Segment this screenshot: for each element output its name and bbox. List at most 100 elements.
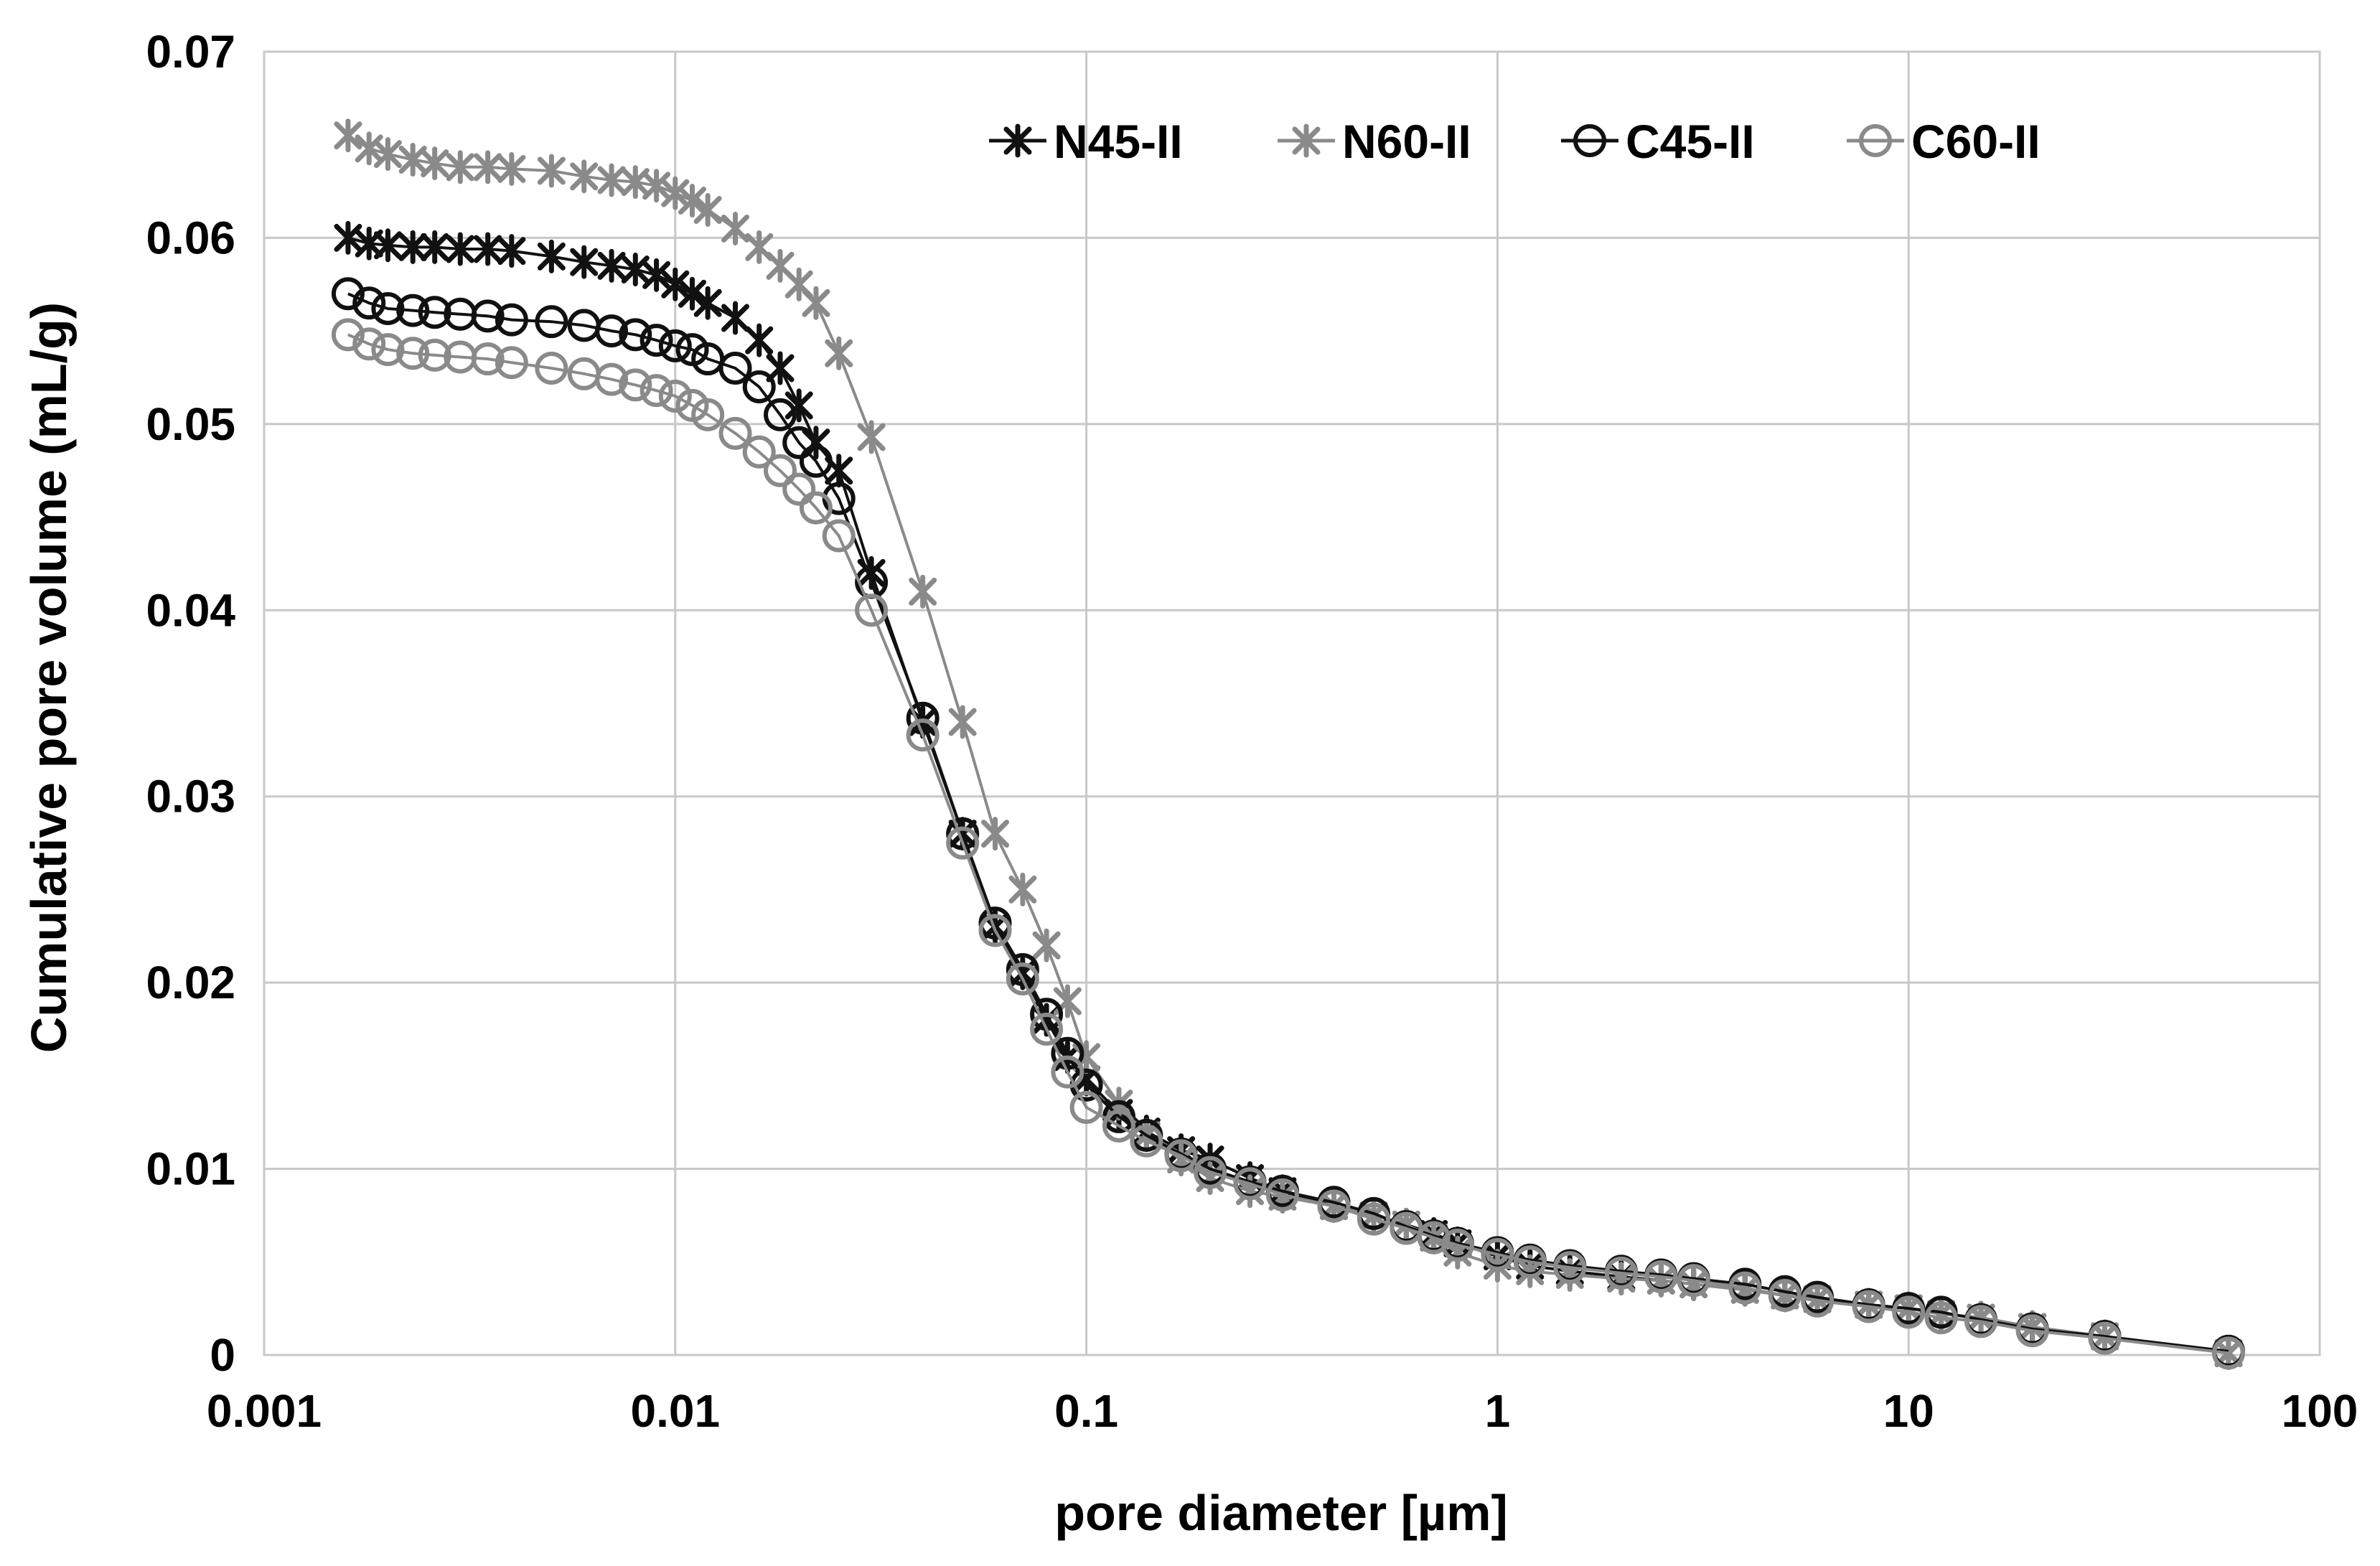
data-point-c45-ii [619,318,652,352]
data-point-c60-ii [1892,1295,1926,1329]
data-point-n45-ii [721,301,749,335]
y-tick-label: 0.03 [146,771,235,822]
data-point-c60-ii [1317,1189,1351,1223]
data-point-c60-ii [1051,1055,1084,1089]
data-point-c60-ii [1644,1260,1678,1294]
data-point-n45-ii [373,228,402,263]
data-point-c60-ii [1030,1013,1064,1046]
data-point-c60-ii [471,342,505,376]
data-point-c60-ii [2211,1336,2245,1370]
data-point-n60-ii [474,150,502,184]
data-point-c60-ii [718,416,752,450]
data-point-n60-ii [981,817,1010,851]
legend-item-n60-ii: N60-II [1278,115,1471,168]
data-point-c60-ii [1728,1271,1762,1305]
data-point-n60-ii [693,193,722,228]
data-point-n45-ii [597,248,626,283]
data-point-n60-ii [421,146,449,181]
data-point-n45-ii [621,253,650,287]
data-point-c60-ii [946,826,980,860]
data-point-n60-ii [1032,928,1061,962]
data-point-c60-ii [1357,1202,1390,1236]
data-point-c60-ii [978,914,1012,947]
data-point-c60-ii [371,333,405,367]
series-n60-ii [334,118,2243,1370]
data-point-c60-ii [1604,1256,1638,1290]
data-point-c60-ii [396,337,430,370]
x-tick-label: 1 [1485,1385,1511,1437]
data-point-n45-ii [661,267,690,301]
legend-item-c60-ii: C60-II [1847,115,2041,168]
data-point-c60-ii [418,338,451,372]
data-point-c60-ii [619,368,652,402]
data-point-c60-ii [764,454,797,487]
data-point-n60-ii [373,137,402,172]
data-point-c60-ii [1102,1109,1135,1143]
series-layer [331,118,2245,1370]
data-point-c45-ii [658,329,692,362]
data-point-c60-ii [1265,1178,1299,1211]
data-point-c60-ii [1440,1228,1474,1262]
data-point-n45-ii [334,220,362,255]
legend-label-c60-ii: C60-II [1911,115,2041,168]
data-point-n45-ii [745,323,774,357]
data-point-c45-ii [495,303,528,337]
series-line-c45-ii [347,292,2229,1353]
x-tick-label: 0.01 [631,1385,721,1437]
data-point-c60-ii [855,594,889,627]
legend-marker-n60-ii [1292,123,1321,158]
series-line-c60-ii [347,333,2229,1355]
x-axis-title: pore diameter [µm] [1054,1485,1508,1541]
data-point-c45-ii [639,324,673,357]
x-tick-labels: 0.001 0.01 0.1 1 10 100 [207,1385,2358,1437]
data-point-n60-ii [446,150,474,184]
legend-item-c45-ii: C45-II [1561,115,1755,168]
data-point-n60-ii [497,151,526,186]
data-point-n45-ii [766,351,795,385]
legend: N45-II N60-II C45-II C60-II [989,115,2041,168]
data-point-c60-ii [2015,1314,2049,1348]
data-point-n60-ii [802,286,830,320]
y-axis-title: Cumulative pore volume (mL/g) [21,302,77,1053]
data-point-c60-ii [1164,1139,1198,1173]
data-point-n45-ii [678,276,707,311]
data-point-c45-ii [396,294,430,327]
data-point-n60-ii [642,169,671,203]
data-point-n45-ii [446,232,474,266]
data-point-c60-ii [1964,1305,1998,1338]
x-tick-label: 10 [1883,1385,1934,1437]
data-point-n45-ii [784,388,813,423]
data-point-n45-ii [474,232,502,266]
legend-label-c45-ii: C45-II [1626,115,1755,168]
data-point-c45-ii [1006,952,1039,986]
y-tick-label: 0.05 [146,398,235,450]
data-point-n60-ii [825,336,853,370]
data-point-c60-ii [535,352,568,385]
x-tick-label: 0.001 [207,1385,322,1437]
data-point-n45-ii [693,286,722,320]
legend-label-n45-ii: N45-II [1054,115,1183,168]
data-point-c60-ii [1233,1167,1267,1201]
y-tick-label: 0.02 [146,957,235,1008]
data-point-c60-ii [1801,1284,1835,1318]
legend-marker-n45-ii [1003,123,1032,158]
x-tick-label: 100 [2282,1385,2358,1437]
data-point-c60-ii [799,491,833,525]
data-point-c60-ii [1513,1245,1547,1279]
data-point-c60-ii [595,362,629,396]
y-tick-labels: 0 0.01 0.02 0.03 0.04 0.05 0.06 0.07 [146,26,235,1381]
data-point-c45-ii [799,444,833,478]
y-tick-label: 0.07 [146,26,235,78]
legend-marker-c60-ii [1859,124,1892,157]
legend-item-n45-ii: N45-II [989,115,1183,168]
data-point-c60-ii [1194,1155,1227,1189]
data-point-c45-ii [1051,1036,1084,1070]
data-point-c60-ii [1852,1290,1885,1323]
data-point-c60-ii [1417,1221,1451,1255]
data-point-c45-ii [418,296,451,329]
plot-frame [263,50,2321,1356]
data-point-c60-ii [495,346,528,380]
data-point-c60-ii [782,472,816,506]
data-point-c60-ii [352,327,386,361]
